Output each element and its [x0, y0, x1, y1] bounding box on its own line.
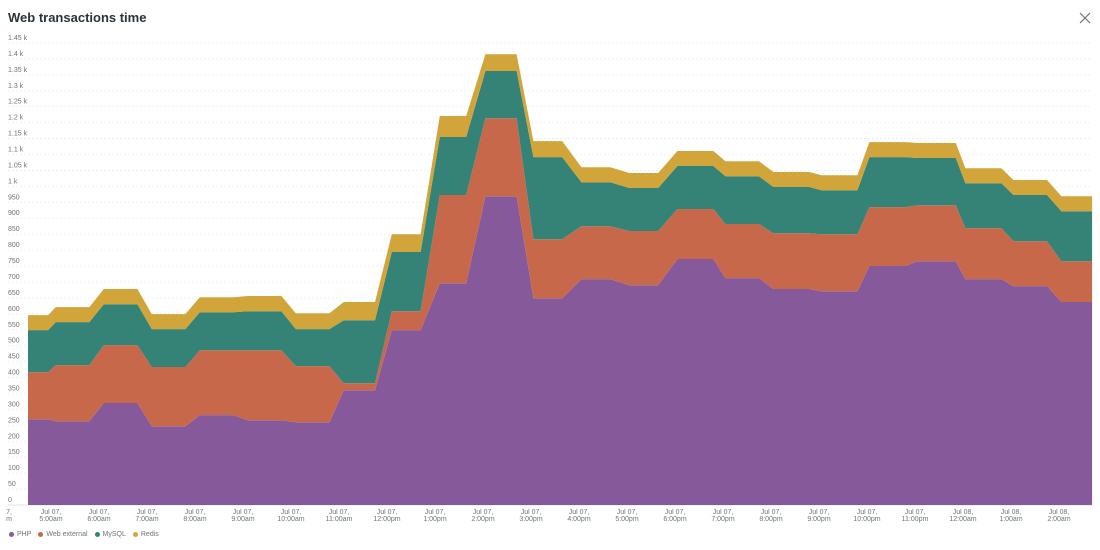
y-tick-label: 200 [8, 433, 20, 440]
x-tick-label: 2:00am [1047, 516, 1071, 523]
y-tick-label: 1.3 k [8, 83, 24, 90]
x-tick-label: Jul 07, [713, 509, 734, 516]
legend: PHP Web external MySQL Redis [9, 531, 159, 538]
legend-label: Redis [140, 531, 159, 538]
area-php[interactable] [28, 196, 1093, 506]
y-tick-label: 850 [8, 226, 20, 233]
y-tick-label: 50 [8, 481, 16, 488]
y-tick-label: 1.25 k [8, 99, 28, 106]
legend-item[interactable]: MySQL [94, 531, 126, 538]
y-tick-label: 750 [8, 258, 20, 265]
x-tick-label: 12:00pm [373, 516, 400, 523]
x-tick-label: 4:00pm [567, 516, 591, 523]
y-tick-label: 1.2 k [8, 115, 24, 122]
y-tick-label: 600 [8, 306, 20, 313]
y-tick-label: 250 [8, 417, 20, 424]
y-tick-label: 350 [8, 385, 20, 392]
y-tick-label: 550 [8, 322, 20, 329]
x-tick-label: Jul 07, [137, 509, 158, 516]
x-tick-label: Jul 07, [857, 509, 878, 516]
x-tick-label: 5:00pm [615, 516, 639, 523]
x-tick-label: 7, [6, 509, 12, 516]
y-tick-label: 300 [8, 401, 20, 408]
x-tick-label: Jul 07, [665, 509, 686, 516]
x-tick-label: Jul 08, [1049, 509, 1070, 516]
y-tick-label: 1.05 k [8, 162, 28, 169]
x-tick-label: Jul 07, [377, 509, 398, 516]
x-tick-label: Jul 07, [233, 509, 254, 516]
y-tick-label: 950 [8, 194, 20, 201]
x-tick-label: Jul 07, [329, 509, 350, 516]
legend-swatch [38, 532, 44, 537]
legend-item[interactable]: Redis [132, 531, 159, 538]
y-tick-label: 800 [8, 242, 20, 249]
x-tick-label: 2:00pm [471, 516, 495, 523]
legend-swatch [132, 532, 138, 537]
x-tick-label: 7:00pm [711, 516, 735, 523]
legend-label: PHP [17, 531, 32, 538]
y-tick-label: 1.15 k [8, 131, 28, 138]
y-tick-label: 1.1 k [8, 147, 24, 154]
x-tick-label: 9:00pm [807, 516, 831, 523]
x-tick-label: Jul 07, [761, 509, 782, 516]
x-tick-label: 5:00am [39, 516, 63, 523]
y-tick-label: 700 [8, 274, 20, 281]
legend-label: MySQL [102, 531, 126, 538]
area-redis[interactable] [28, 54, 1093, 331]
x-tick-label: m [6, 516, 12, 523]
area-web-external[interactable] [28, 118, 1093, 427]
x-tick-label: Jul 07, [569, 509, 590, 516]
x-tick-label: Jul 08, [953, 509, 974, 516]
series-areas [28, 54, 1093, 506]
x-tick-label: Jul 07, [617, 509, 638, 516]
x-tick-label: Jul 07, [89, 509, 110, 516]
y-tick-label: 450 [8, 354, 20, 361]
x-tick-label: Jul 07, [905, 509, 926, 516]
x-tick-label: 12:00am [949, 516, 976, 523]
x-tick-label: Jul 07, [809, 509, 830, 516]
x-tick-label: 3:00pm [519, 516, 543, 523]
x-tick-label: 6:00pm [663, 516, 687, 523]
y-tick-label: 650 [8, 290, 20, 297]
x-tick-label: 1:00pm [423, 516, 447, 523]
x-tick-label: Jul 07, [473, 509, 494, 516]
legend-label: Web external [46, 531, 88, 538]
x-tick-label: 8:00pm [759, 516, 783, 523]
x-tick-label: 10:00am [277, 516, 304, 523]
x-tick-label: 11:00pm [902, 516, 929, 523]
x-tick-label: 6:00am [87, 516, 111, 523]
x-tick-label: Jul 08, [1001, 509, 1022, 516]
legend-swatch [94, 532, 100, 537]
x-tick-label: Jul 07, [281, 509, 302, 516]
legend-swatch [9, 532, 14, 537]
y-tick-label: 1.35 k [8, 67, 28, 74]
x-tick-label: 8:00am [183, 516, 207, 523]
x-tick-label: Jul 07, [185, 509, 206, 516]
x-tick-label: Jul 07, [41, 509, 62, 516]
x-tick-label: 11:00am [326, 516, 353, 523]
x-tick-label: 1:00am [999, 516, 1023, 523]
x-tick-label: 9:00am [231, 516, 255, 523]
y-tick-label: 500 [8, 338, 20, 345]
y-tick-label: 0 [8, 497, 12, 504]
x-tick-label: 7:00am [135, 516, 159, 523]
x-tick-label: Jul 07, [425, 509, 446, 516]
legend-item[interactable]: Web external [38, 531, 88, 538]
y-tick-label: 1.4 k [8, 51, 24, 58]
area-mysql[interactable] [28, 71, 1093, 384]
chart-title: Web transactions time [8, 10, 147, 25]
y-tick-label: 150 [8, 449, 20, 456]
x-tick-label: 10:00pm [853, 516, 880, 523]
x-tick-label: Jul 07, [521, 509, 542, 516]
y-tick-label: 100 [8, 465, 20, 472]
y-tick-label: 900 [8, 210, 20, 217]
y-tick-label: 1.45 k [8, 35, 28, 42]
y-tick-label: 400 [8, 370, 20, 377]
y-tick-label: 1 k [8, 178, 18, 185]
close-icon[interactable] [1078, 11, 1092, 25]
y-axis-ticks: 0 50 100 150 200 250 300 350 400 450 500 550 600 650 7… [8, 35, 28, 504]
legend-item[interactable]: PHP [9, 531, 31, 538]
